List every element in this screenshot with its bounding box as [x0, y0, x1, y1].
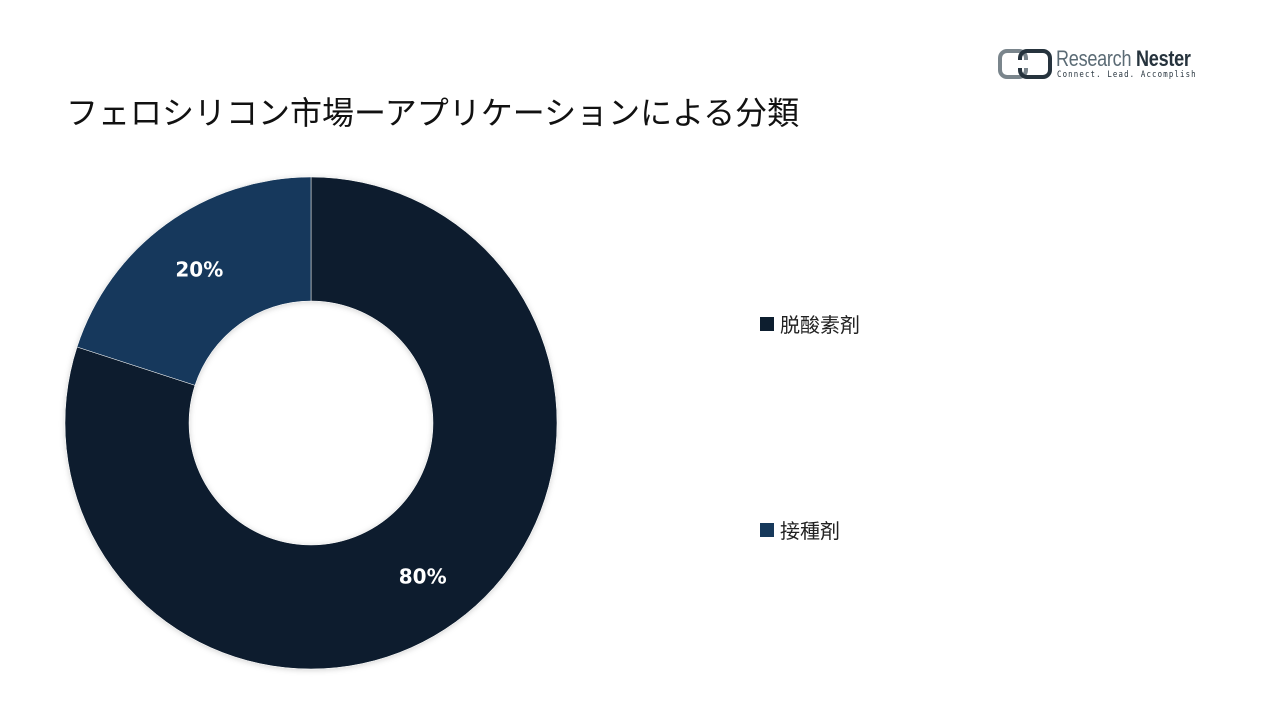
- page-title: フェロシリコン市場ーアプリケーションによる分類: [66, 94, 800, 132]
- logo-tagline: Connect. Lead. Accomplish: [1057, 70, 1197, 80]
- legend-item-deoxidizer: 脱酸素剤: [760, 309, 860, 338]
- donut-data-label-1: 80%: [399, 565, 447, 589]
- research-nester-logo: Research Nester Connect. Lead. Accomplis…: [998, 44, 1218, 84]
- donut-slices: [64, 176, 558, 670]
- legend-swatch: [760, 316, 774, 331]
- logo-name-regular: Research: [1056, 46, 1137, 71]
- legend-label: 接種剤: [780, 519, 840, 543]
- logo-name: Research Nester: [1056, 46, 1191, 72]
- donut-slice-2: [76, 176, 312, 386]
- donut-data-label-2: 20%: [175, 257, 223, 281]
- legend-label: 脱酸素剤: [780, 313, 860, 337]
- legend-item-inoculant: 接種剤: [760, 515, 840, 544]
- donut-data-labels: 80% 20%: [175, 257, 446, 588]
- logo-mark-icon: [998, 49, 1052, 79]
- legend-swatch: [760, 522, 774, 537]
- donut-slice-1: [64, 176, 558, 670]
- donut-chart: 80% 20%: [64, 176, 558, 670]
- logo-name-bold: Nester: [1136, 46, 1191, 71]
